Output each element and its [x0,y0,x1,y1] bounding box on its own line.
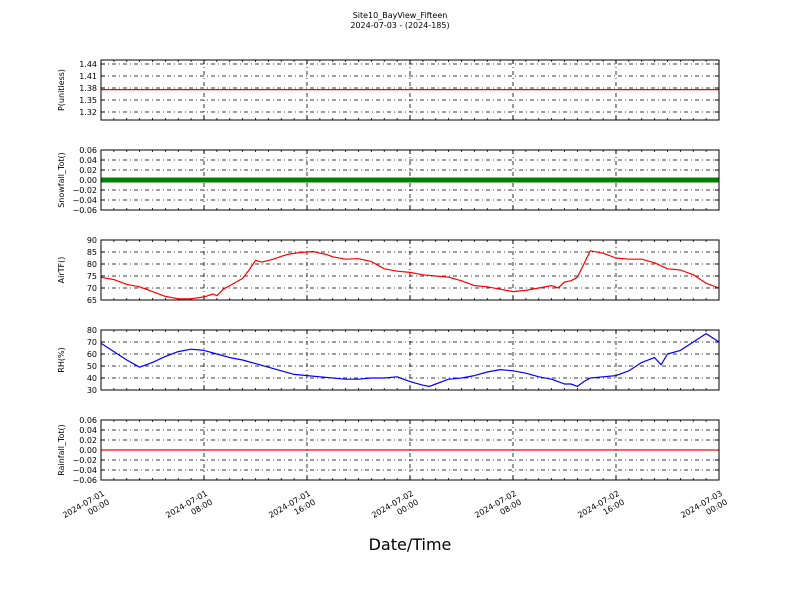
panel-frame [100,59,720,121]
y-tick-label: 80 [87,260,97,269]
y-tick-label: 0.06 [79,416,97,425]
y-tick-label: 0.02 [79,436,97,445]
y-tick-label: −0.06 [72,476,97,485]
y-tick-label: 1.32 [79,108,97,117]
y-axis-label: P(unitless) [57,69,66,111]
y-tick-label: 70 [87,338,97,347]
y-axis-label: AirTF() [57,257,66,284]
series-line [100,250,720,300]
y-tick-label: 0.06 [79,146,97,155]
y-axis-label: Rainfall_Tot() [57,424,66,476]
y-tick-label: −0.04 [72,196,97,205]
y-tick-label: 0.02 [79,166,97,175]
y-tick-label: 90 [87,236,97,245]
panel-frame [100,329,720,391]
y-tick-label: −0.04 [72,466,97,475]
panel-frame [100,239,720,301]
y-tick-label: 50 [87,362,97,371]
y-tick-label: −0.06 [72,206,97,215]
y-tick-label: 1.38 [79,84,97,93]
y-tick-label: 1.41 [79,72,97,81]
y-tick-label: 30 [87,386,97,395]
y-tick-label: 0.00 [79,176,97,185]
chart-title: Site10_BayView_Fifteen [352,11,448,20]
y-tick-label: 60 [87,350,97,359]
y-tick-label: 40 [87,374,97,383]
chart-subtitle: 2024-07-03 - (2024-185) [350,21,450,30]
y-tick-label: −0.02 [72,456,97,465]
panel-frame [100,149,720,211]
y-tick-label: 75 [87,272,97,281]
y-tick-label: 70 [87,284,97,293]
y-axis-label: Snowfall_Tot() [57,152,66,208]
series-line [100,333,720,387]
y-axis-label: RH(%) [57,347,66,372]
y-tick-label: 85 [87,248,97,257]
x-axis-label: Date/Time [369,535,452,554]
y-tick-label: 0.04 [79,426,97,435]
y-tick-label: 80 [87,326,97,335]
panel-frame [100,419,720,481]
y-tick-label: 1.44 [79,60,97,69]
y-tick-label: 1.35 [79,96,97,105]
y-tick-label: −0.02 [72,186,97,195]
y-tick-label: 0.00 [79,446,97,455]
y-tick-label: 65 [87,296,97,305]
y-tick-label: 0.04 [79,156,97,165]
